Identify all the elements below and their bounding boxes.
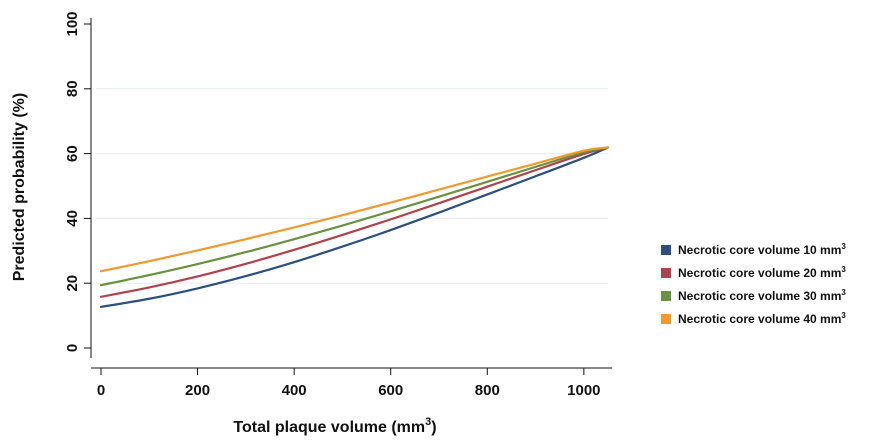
- x-tick-label: 0: [97, 382, 105, 399]
- x-tick-label: 200: [185, 382, 210, 399]
- series-line-4: [99, 146, 610, 273]
- y-axis-ticks: 0 20 40 60 80 100: [64, 11, 91, 352]
- y-tick-label: 80: [64, 80, 81, 97]
- y-axis-title: Predicted probability (%): [11, 93, 28, 281]
- legend-label: Necrotic core volume 10 mm3: [678, 242, 846, 257]
- y-tick-label: 100: [64, 11, 81, 36]
- series-lines: [99, 146, 610, 308]
- series-line-3: [99, 146, 610, 287]
- x-tick-label: 600: [378, 382, 403, 399]
- legend-label: Necrotic core volume 40 mm3: [678, 311, 846, 326]
- x-axis-title: Total plaque volume (mm3): [233, 416, 436, 436]
- x-tick-label: 800: [475, 382, 500, 399]
- x-axis-ticks: 0 200 400 600 800 1000: [97, 368, 601, 399]
- series-line-2: [99, 146, 610, 298]
- x-tick-label: 400: [282, 382, 307, 399]
- legend-label: Necrotic core volume 20 mm3: [678, 265, 846, 280]
- legend-swatch: [661, 245, 671, 255]
- legend-swatch: [661, 291, 671, 301]
- y-tick-label: 0: [64, 344, 81, 352]
- y-tick-label: 40: [64, 210, 81, 227]
- y-tick-label: 60: [64, 145, 81, 162]
- legend-label: Necrotic core volume 30 mm3: [678, 288, 846, 303]
- legend: Necrotic core volume 10 mm3 Necrotic core…: [661, 242, 846, 326]
- legend-swatch: [661, 314, 671, 324]
- gridlines: [96, 88, 608, 284]
- x-tick-label: 1000: [567, 382, 600, 399]
- legend-swatch: [661, 268, 671, 278]
- y-tick-label: 20: [64, 275, 81, 292]
- series-line-1: [99, 146, 610, 308]
